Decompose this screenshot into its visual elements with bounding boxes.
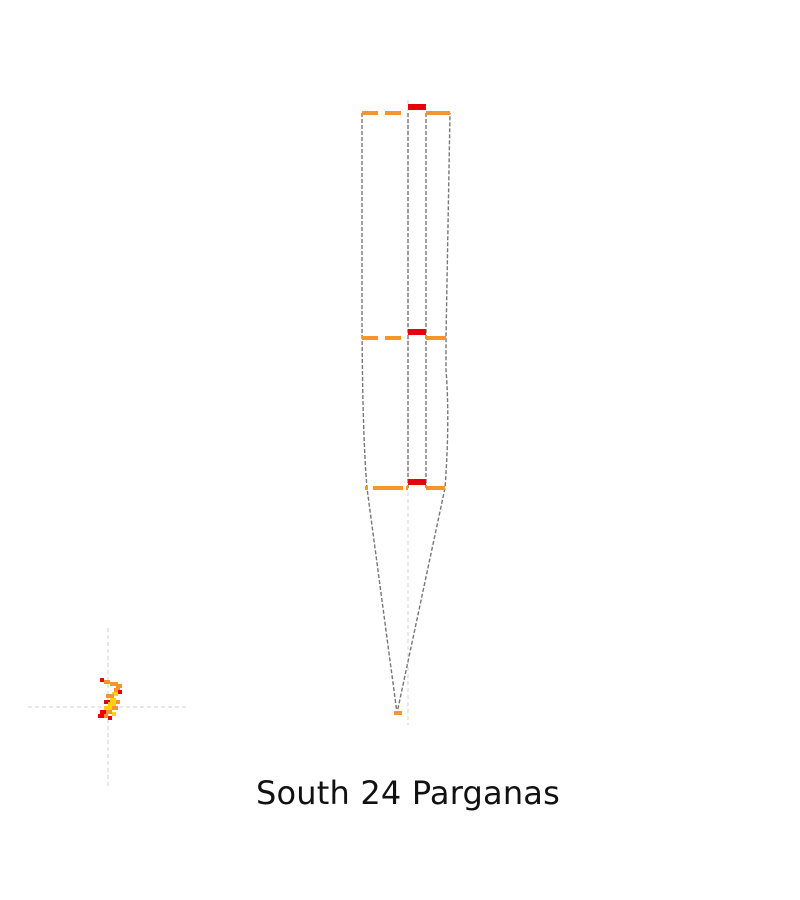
map-title: South 24 Parganas <box>255 774 560 812</box>
band-top-marker <box>408 104 426 110</box>
band-top <box>362 104 450 115</box>
band-middle-marker <box>408 329 426 335</box>
band-lower <box>365 479 445 490</box>
tip-marker <box>394 711 402 715</box>
locator-shape <box>98 678 122 720</box>
district-outline <box>361 112 451 714</box>
band-lower-marker <box>408 479 426 485</box>
band-middle <box>362 329 446 340</box>
